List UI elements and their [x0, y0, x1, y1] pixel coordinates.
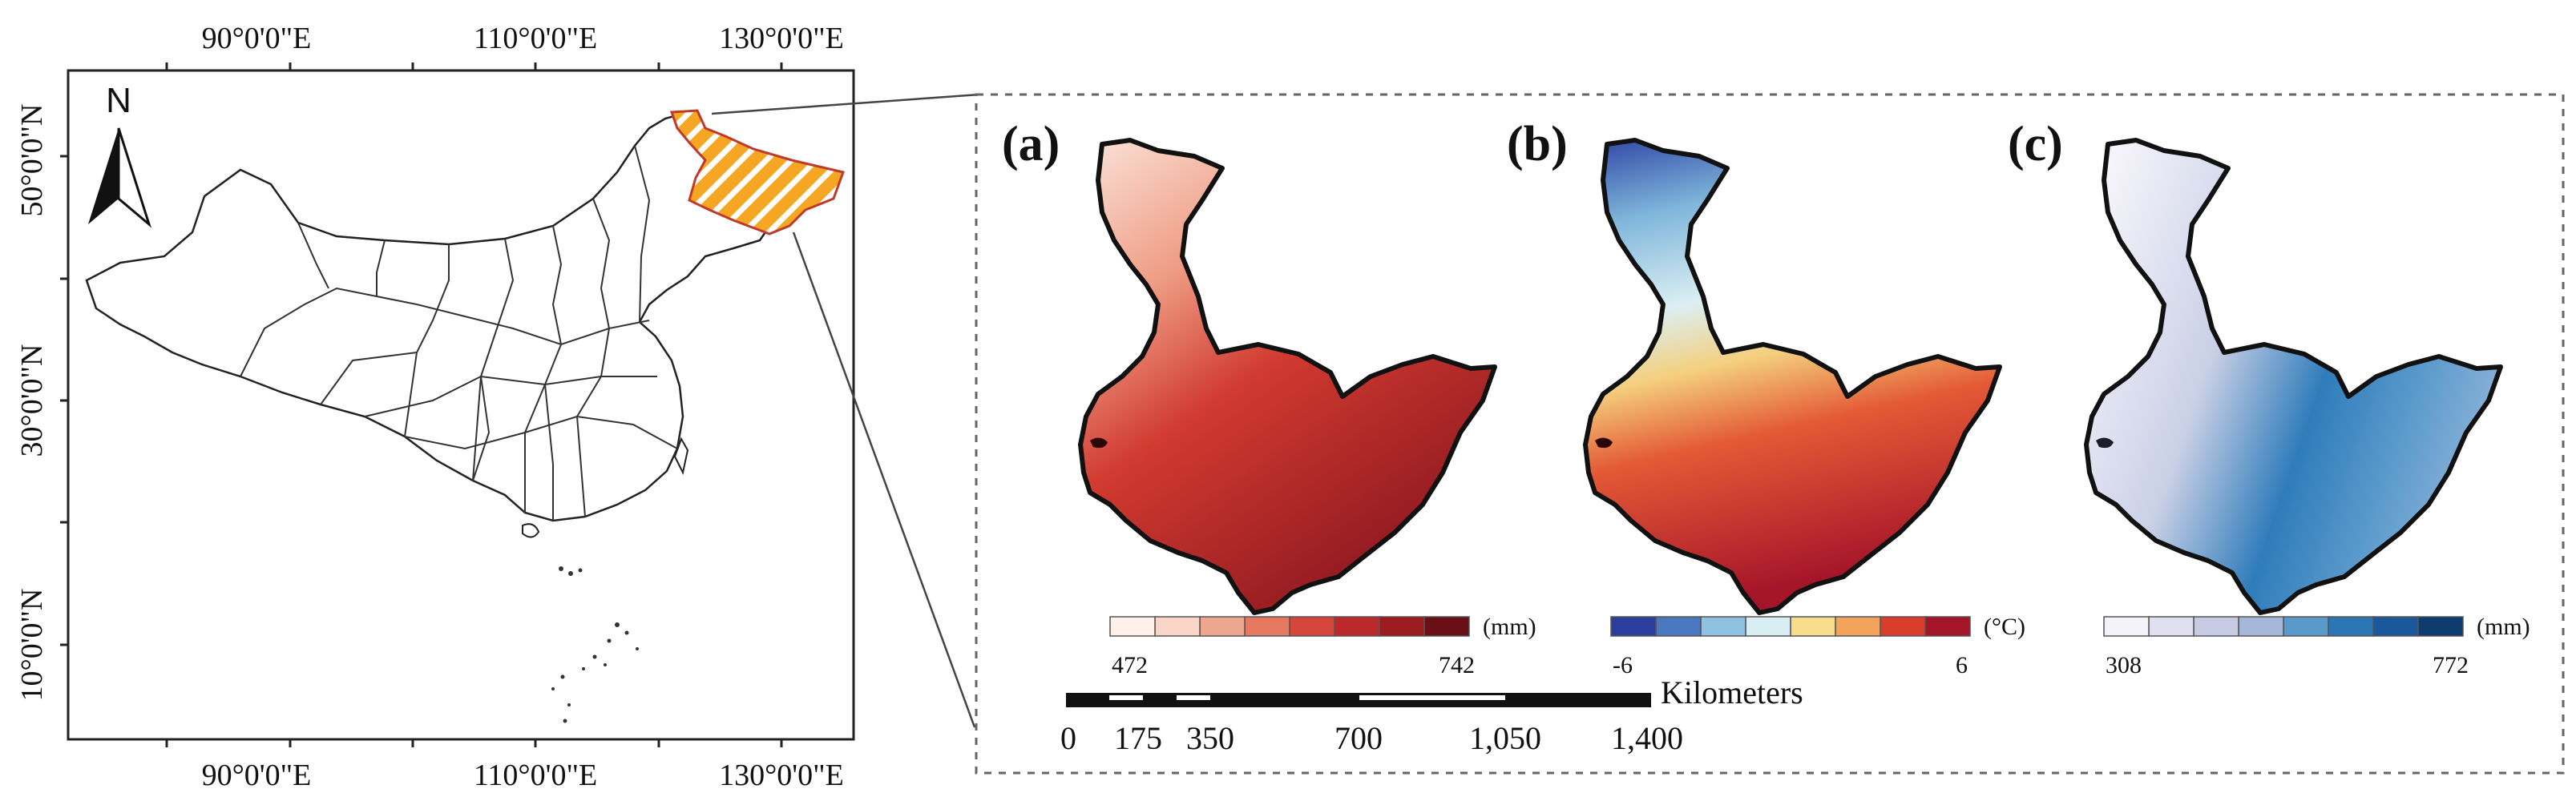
legend-swatch — [1745, 616, 1791, 637]
legend-swatch — [1790, 616, 1836, 637]
legend-b: (°C) -6 6 — [1610, 614, 2025, 678]
scale-label-1400: 1,400 — [1611, 720, 1683, 756]
bottom-lon-label-90: 90°0'0"E — [202, 759, 312, 792]
scale-bar-unit: Kilometers — [1661, 674, 1803, 710]
legend-swatch — [1700, 616, 1746, 637]
legend-swatch — [2103, 616, 2150, 637]
lat-label-30: 30°0'0"N — [15, 344, 49, 457]
lat-label-10: 10°0'0"N — [15, 589, 49, 702]
scale-label-1050: 1,050 — [1469, 720, 1541, 756]
panel-a: (a) — [1002, 117, 1497, 615]
overview-map: 90°0'0"E 110°0'0"E 130°0'0"E 90°0'0"E 11… — [15, 22, 855, 792]
legend-c: (mm) 308 772 — [2103, 614, 2530, 678]
legend-swatch — [1334, 616, 1380, 637]
legend-swatch — [1610, 616, 1657, 637]
province-lines — [240, 145, 678, 521]
legend-swatch — [2372, 616, 2419, 637]
lat-label-50: 50°0'0"N — [15, 104, 49, 217]
legend-swatch — [2328, 616, 2374, 637]
scale-bar-seg-2 — [1177, 695, 1210, 700]
legend-a-max: 742 — [1439, 652, 1475, 678]
study-area-highlight — [669, 109, 845, 235]
scale-label-350: 350 — [1186, 720, 1234, 756]
panel-a-label: (a) — [1002, 117, 1060, 171]
legend-a-min: 472 — [1112, 652, 1148, 678]
legend-a-unit: (mm) — [1483, 614, 1536, 640]
panel-b-region — [1583, 138, 2002, 615]
legend-swatch — [1244, 616, 1290, 637]
panel-b-label: (b) — [1507, 117, 1568, 171]
taiwan-island — [673, 437, 689, 475]
top-lon-label-90: 90°0'0"E — [202, 22, 312, 55]
legend-swatch — [1880, 616, 1926, 637]
scale-label-700: 700 — [1334, 720, 1383, 756]
north-label: N — [106, 81, 131, 120]
legend-swatch — [2148, 616, 2194, 637]
legend-swatch — [1154, 616, 1201, 637]
legend-b-min: -6 — [1613, 652, 1633, 678]
scale-bar: Kilometers 0 175 350 700 1,050 1,400 — [1060, 674, 1803, 756]
legend-swatch — [1835, 616, 1881, 637]
legend-c-max: 772 — [2433, 652, 2469, 678]
south-sea-islands — [551, 566, 639, 723]
scale-bar-body — [1066, 693, 1651, 707]
panel-b-lake — [1595, 437, 1613, 449]
zoom-connector-lines — [711, 93, 980, 728]
panel-c: (c) — [2008, 117, 2503, 615]
panel-c-lake — [2096, 437, 2114, 449]
panel-a-lake — [1090, 437, 1108, 449]
legend-swatch — [1109, 616, 1156, 637]
legend-a: (mm) 472 742 — [1109, 614, 1536, 678]
legend-b-unit: (°C) — [1984, 614, 2025, 640]
scale-label-0: 0 — [1060, 720, 1076, 756]
panel-c-label: (c) — [2008, 117, 2063, 171]
legend-swatch — [2417, 616, 2464, 637]
hainan-island — [522, 523, 540, 538]
panel-b: (b) — [1507, 117, 2002, 615]
legend-swatch — [2238, 616, 2284, 637]
legend-c-min: 308 — [2106, 652, 2142, 678]
bottom-lon-label-110: 110°0'0"E — [474, 759, 597, 792]
scale-label-175: 175 — [1114, 720, 1162, 756]
top-lon-label-110: 110°0'0"E — [474, 22, 597, 55]
panel-a-region — [1078, 138, 1497, 615]
legend-swatch — [1289, 616, 1335, 637]
legend-swatch — [1655, 616, 1702, 637]
legend-swatch — [2283, 616, 2329, 637]
north-arrow-icon: N — [88, 81, 151, 228]
scale-bar-seg-1 — [1109, 695, 1143, 700]
china-outline — [85, 112, 779, 522]
detail-panel-frame — [975, 93, 2565, 775]
legend-swatch — [1379, 616, 1425, 637]
legend-c-unit: (mm) — [2477, 614, 2530, 640]
legend-swatch — [1423, 616, 1470, 637]
map-ticks — [60, 62, 783, 747]
top-lon-label-130: 130°0'0"E — [719, 22, 844, 55]
panel-c-region — [2084, 138, 2503, 615]
legend-swatch — [1924, 616, 1971, 637]
legend-swatch — [1199, 616, 1246, 637]
legend-swatch — [2193, 616, 2239, 637]
bottom-lon-label-130: 130°0'0"E — [719, 759, 844, 792]
scale-bar-seg-3 — [1359, 695, 1505, 700]
legend-b-max: 6 — [1956, 652, 1968, 678]
